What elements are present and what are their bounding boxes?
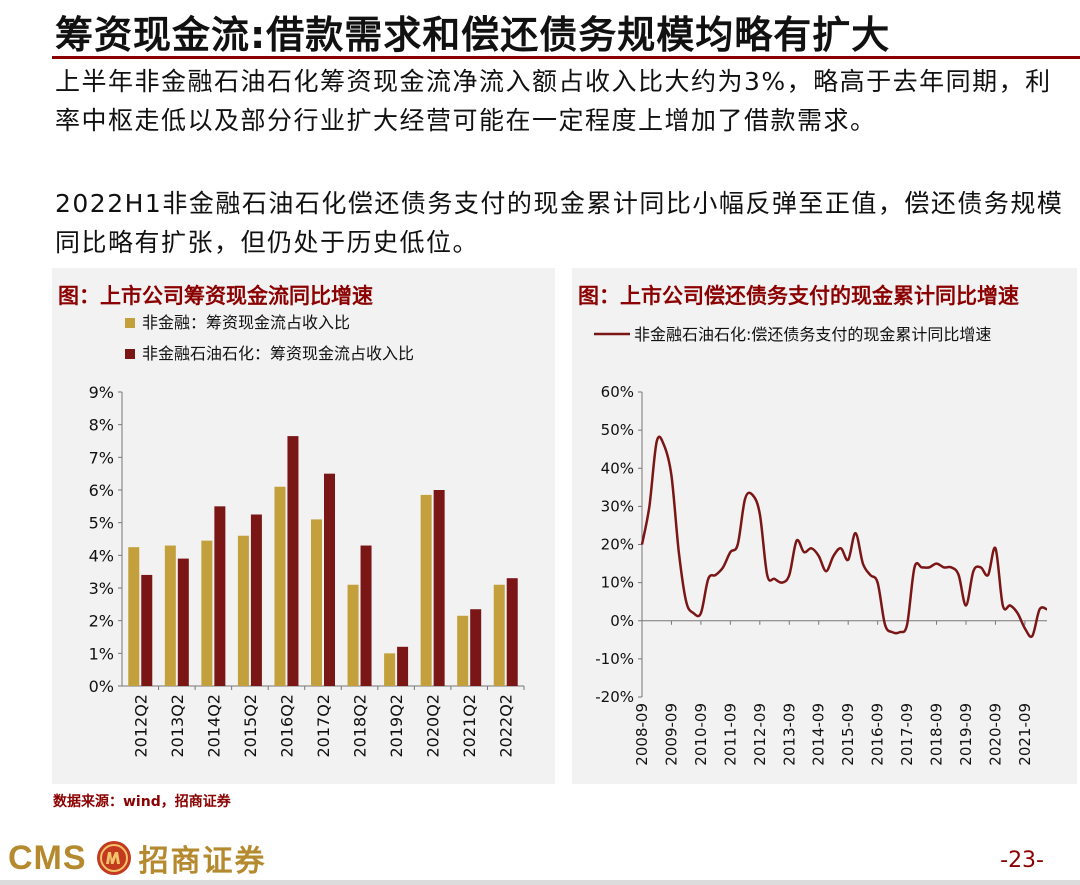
y-tick-label: -10% <box>595 650 634 668</box>
line-chart-title: 图：上市公司偿还债务支付的现金累计同比增速 <box>578 284 1019 308</box>
y-tick-label: 9% <box>89 383 114 402</box>
cms-emblem-icon <box>96 841 131 875</box>
x-tick-label: 2022Q2 <box>497 694 516 758</box>
x-tick-label: 2020-09 <box>986 703 1004 766</box>
y-tick-label: 50% <box>601 421 634 439</box>
data-source-note: 数据来源：wind，招商证券 <box>53 794 231 810</box>
legend-swatch-2 <box>125 349 135 359</box>
bar-2020Q2-s1 <box>420 494 432 686</box>
x-tick-label: 2013Q2 <box>168 694 187 758</box>
x-tick-label: 2016-09 <box>869 703 887 766</box>
y-tick-label: 30% <box>601 497 634 515</box>
x-tick-label: 2011-09 <box>721 703 739 766</box>
y-tick-label: 0% <box>610 612 634 630</box>
page-number: -23- <box>1000 848 1044 873</box>
x-tick-label: 2018Q2 <box>351 694 370 758</box>
bar-2018Q2-s1 <box>347 584 359 686</box>
x-tick-label: 2010-09 <box>692 703 710 766</box>
y-tick-label: 6% <box>89 481 114 500</box>
y-tick-label: 10% <box>601 574 634 592</box>
y-tick-label: -20% <box>595 688 634 706</box>
bar-2018Q2-s2 <box>360 545 372 686</box>
x-tick-label: 2014Q2 <box>204 694 223 758</box>
legend-label-2: 非金融石油石化：筹资现金流占收入比 <box>142 344 414 363</box>
line-chart: 非金融石油石化:偿还债务支付的现金累计同比增速 -20% -10% 0% 10% 20% 3… <box>594 325 1048 766</box>
y-tick-label: 0% <box>89 677 114 696</box>
y-tick-label: 7% <box>89 448 114 467</box>
line-chart-panel: 图：上市公司偿还债务支付的现金累计同比增速 非金融石油石化:偿还债务支付的现金累… <box>572 268 1077 784</box>
bar-2012Q2-s2 <box>141 574 153 686</box>
x-tick-label: 2012Q2 <box>131 694 150 758</box>
y-tick-label: 60% <box>601 383 634 401</box>
bar-2021Q2-s1 <box>457 615 469 686</box>
bar-2016Q2-s1 <box>274 486 286 686</box>
cms-logo: CMS 招商证券 <box>8 838 267 880</box>
x-tick-label: 2015-09 <box>839 703 857 766</box>
legend-swatch-1 <box>125 318 135 328</box>
y-tick-label: 5% <box>89 514 114 533</box>
bar-2016Q2-s2 <box>287 436 299 686</box>
x-tick-label: 2014-09 <box>810 703 828 766</box>
x-tick-label: 2019-09 <box>957 703 975 766</box>
x-tick-label: 2008-09 <box>633 703 651 766</box>
bar-2020Q2-s2 <box>433 490 445 686</box>
x-tick-label: 2021Q2 <box>460 694 479 758</box>
legend-label-line-1: 非金融石油石化:偿还债务支付的现金累计同比增速 <box>634 325 991 344</box>
y-tick-label: 1% <box>89 644 114 663</box>
y-tick-label: 4% <box>89 546 114 565</box>
bar-chart-panel: 图：上市公司筹资现金流同比增速 非金融：筹资现金流占收入比非金融石油石化：筹资现… <box>52 268 555 784</box>
bar-2014Q2-s2 <box>214 506 226 686</box>
bar-2013Q2-s2 <box>177 558 189 686</box>
y-tick-label: 3% <box>89 579 114 598</box>
bar-2022Q2-s1 <box>493 584 505 686</box>
y-tick-label: 20% <box>601 536 634 554</box>
y-tick-label: 8% <box>89 416 114 435</box>
bar-2019Q2-s2 <box>397 646 409 686</box>
bar-2014Q2-s1 <box>201 540 213 686</box>
bar-2015Q2-s1 <box>237 535 249 686</box>
bar-2017Q2-s2 <box>324 473 335 686</box>
bar-chart-title: 图：上市公司筹资现金流同比增速 <box>58 284 373 308</box>
x-tick-label: 2012-09 <box>751 703 769 766</box>
x-tick-label: 2016Q2 <box>277 694 296 758</box>
x-tick-label: 2013-09 <box>780 703 798 766</box>
x-tick-label: 2020Q2 <box>424 694 443 758</box>
paragraph-financing: 上半年非金融石油石化筹资现金流净流入额占收入比大约为3%，略高于去年同期，利率中… <box>55 67 1052 135</box>
legend-label-1: 非金融：筹资现金流占收入比 <box>142 313 350 332</box>
bar-2022Q2-s2 <box>506 578 518 686</box>
y-tick-label: 40% <box>601 459 634 477</box>
footer-bar <box>0 880 1080 885</box>
page-title: 筹资现金流:借款需求和偿还债务规模均略有扩大 <box>55 13 891 57</box>
cms-logo-cn: 招商证券 <box>138 844 267 879</box>
bar-2021Q2-s2 <box>470 609 482 686</box>
bar-2013Q2-s1 <box>164 545 176 686</box>
x-tick-label: 2015Q2 <box>241 694 260 758</box>
series-line <box>640 435 1048 638</box>
x-tick-label: 2009-09 <box>662 703 680 766</box>
x-tick-label: 2021-09 <box>1016 703 1034 766</box>
cms-logo-text: CMS <box>8 838 87 877</box>
bar-2017Q2-s1 <box>311 519 322 686</box>
title-underline <box>52 56 1080 59</box>
bar-2012Q2-s1 <box>128 547 140 686</box>
x-tick-label: 2017Q2 <box>314 694 333 758</box>
x-tick-label: 2019Q2 <box>387 694 406 758</box>
bar-2015Q2-s2 <box>250 514 262 686</box>
x-tick-label: 2017-09 <box>898 703 916 766</box>
y-tick-label: 2% <box>89 612 114 631</box>
paragraph-debt-repayment: 2022H1非金融石油石化偿还债务支付的现金累计同比小幅反弹至正值，偿还债务规模… <box>55 189 1064 257</box>
x-tick-label: 2018-09 <box>928 703 946 766</box>
bar-2019Q2-s1 <box>384 653 396 686</box>
